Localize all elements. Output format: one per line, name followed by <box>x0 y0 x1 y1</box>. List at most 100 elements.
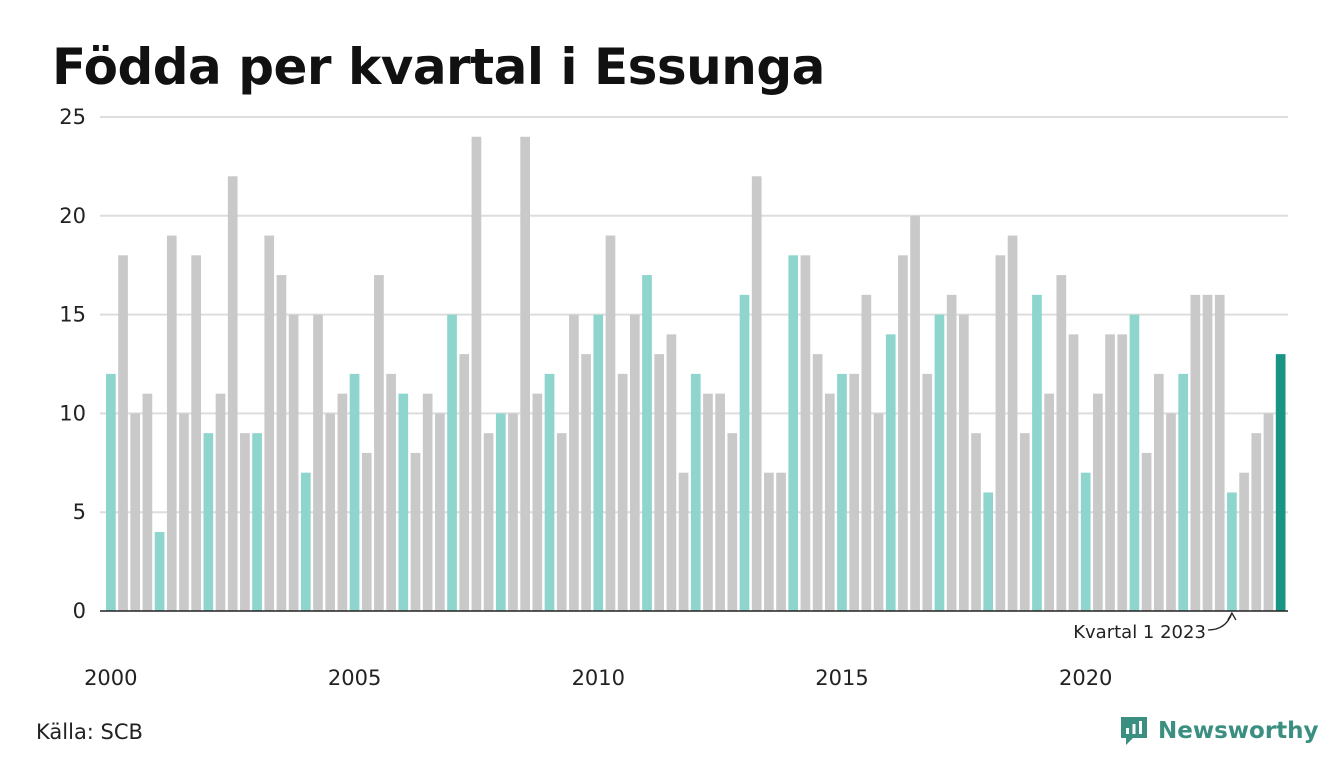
bar <box>569 314 579 611</box>
bar <box>337 393 348 611</box>
bar <box>971 433 981 611</box>
bar <box>191 255 201 611</box>
bar <box>715 393 725 611</box>
bar <box>983 492 994 611</box>
bar <box>788 255 799 611</box>
bar <box>118 255 128 611</box>
bar <box>1202 294 1213 611</box>
bar <box>1166 413 1176 611</box>
bar <box>300 472 311 611</box>
bar <box>617 373 628 611</box>
bar <box>288 314 299 611</box>
x-tick-label: 2010 <box>572 666 625 690</box>
bar <box>1117 334 1128 611</box>
bar <box>252 433 262 611</box>
bar <box>154 531 165 611</box>
bar <box>1251 433 1262 611</box>
bar <box>374 275 384 611</box>
bar <box>727 433 738 611</box>
bar <box>276 275 287 611</box>
source-note: Källa: SCB <box>36 720 143 744</box>
bar <box>1068 334 1079 611</box>
bar <box>106 373 116 611</box>
bar <box>885 334 896 611</box>
bar <box>873 413 884 611</box>
bar <box>824 393 835 611</box>
x-tick-label: 2020 <box>1059 666 1112 690</box>
bar <box>934 314 945 611</box>
bar <box>958 314 969 611</box>
x-tick-label: 2015 <box>815 666 868 690</box>
y-tick-label: 0 <box>73 599 86 623</box>
newsworthy-logo-icon <box>1121 717 1147 745</box>
brand-name: Newsworthy <box>1158 718 1319 744</box>
bar <box>1032 294 1042 611</box>
bar <box>751 176 762 611</box>
bar <box>349 373 360 611</box>
bar <box>739 294 750 611</box>
bar <box>227 176 238 611</box>
bar <box>1239 472 1249 611</box>
bar <box>1178 373 1189 611</box>
bar <box>471 136 482 611</box>
bar <box>203 433 214 611</box>
x-tick-label: 2000 <box>84 666 137 690</box>
annotation: Kvartal 1 2023 <box>1073 611 1237 643</box>
bar <box>1153 373 1164 611</box>
bar <box>361 452 372 611</box>
bar <box>1275 354 1286 611</box>
bar <box>1105 334 1115 611</box>
bar <box>812 354 823 611</box>
bar <box>179 413 189 611</box>
bar <box>386 373 396 611</box>
bar <box>459 354 470 611</box>
bar <box>593 314 604 611</box>
bar <box>849 373 860 611</box>
bar <box>837 373 847 611</box>
x-axis-ticks: 2000 2005 2010 2015 2020 <box>84 666 1112 690</box>
bar <box>130 413 141 611</box>
bar <box>1007 235 1018 611</box>
bar <box>1141 452 1152 611</box>
bars <box>106 136 1286 612</box>
bar <box>240 433 250 611</box>
bar <box>532 393 543 611</box>
y-tick-label: 10 <box>59 401 86 425</box>
bar <box>703 393 713 611</box>
bar <box>1019 433 1030 611</box>
bar <box>898 255 908 611</box>
bar <box>1129 314 1140 611</box>
x-tick-label: 2005 <box>328 666 381 690</box>
bar <box>1056 275 1067 611</box>
bar <box>264 235 275 611</box>
bar <box>1263 413 1274 611</box>
y-tick-label: 20 <box>59 204 86 228</box>
bar <box>800 255 811 611</box>
bar <box>642 275 652 611</box>
bar <box>544 373 555 611</box>
bar <box>483 433 494 611</box>
bar <box>1214 294 1225 611</box>
bar <box>946 294 957 611</box>
bar <box>495 413 506 611</box>
y-tick-label: 5 <box>73 500 86 524</box>
bar <box>581 354 591 611</box>
annotation-arrow <box>1207 611 1237 631</box>
bar <box>447 314 457 611</box>
bar <box>142 393 153 611</box>
bar <box>764 472 774 611</box>
bar <box>435 413 445 611</box>
bar <box>313 314 323 611</box>
bar <box>1190 294 1201 611</box>
bar <box>678 472 689 611</box>
bar <box>995 255 1006 611</box>
bar <box>166 235 177 611</box>
bar <box>215 393 226 611</box>
bar <box>629 314 640 611</box>
bar <box>410 452 421 611</box>
bar <box>1093 393 1103 611</box>
bar <box>422 393 433 611</box>
y-tick-label: 25 <box>59 105 86 129</box>
brand-logo[interactable]: Newsworthy <box>1118 714 1319 748</box>
